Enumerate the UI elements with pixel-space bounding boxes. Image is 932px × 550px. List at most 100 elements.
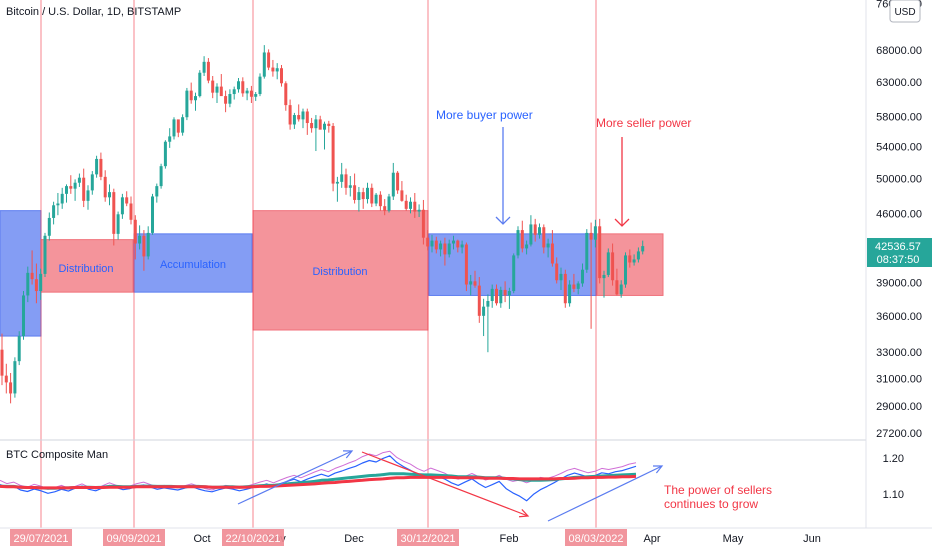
- candle-body[interactable]: [86, 190, 90, 201]
- candle-body[interactable]: [473, 281, 477, 286]
- candle-body[interactable]: [550, 243, 554, 264]
- candle-body[interactable]: [456, 240, 460, 248]
- candle-body[interactable]: [241, 81, 245, 94]
- candle-body[interactable]: [314, 119, 318, 129]
- candle-body[interactable]: [142, 235, 146, 257]
- candle-body[interactable]: [495, 288, 498, 304]
- candle-body[interactable]: [542, 227, 546, 248]
- candle-body[interactable]: [563, 273, 567, 304]
- candle-body[interactable]: [585, 232, 589, 270]
- candle-body[interactable]: [138, 235, 142, 244]
- candle-body[interactable]: [103, 176, 107, 198]
- candle-body[interactable]: [245, 90, 249, 94]
- time-axis[interactable]: OctNovDecFebAprMayJun: [193, 533, 820, 545]
- candle-body[interactable]: [516, 230, 520, 256]
- candle-body[interactable]: [426, 237, 430, 247]
- candle-body[interactable]: [464, 244, 468, 285]
- candle-body[interactable]: [26, 272, 30, 296]
- candle-body[interactable]: [228, 94, 232, 104]
- candle-body[interactable]: [69, 186, 73, 189]
- candle-body[interactable]: [486, 301, 490, 307]
- candle-body[interactable]: [310, 123, 314, 129]
- candle-body[interactable]: [219, 86, 223, 97]
- candle-body[interactable]: [258, 76, 262, 95]
- candle-body[interactable]: [146, 232, 150, 257]
- candle-body[interactable]: [482, 306, 486, 316]
- candle-body[interactable]: [340, 174, 344, 182]
- candle-body[interactable]: [413, 201, 417, 212]
- candle-body[interactable]: [559, 273, 563, 281]
- candle-body[interactable]: [490, 288, 494, 302]
- candle-body[interactable]: [13, 361, 17, 394]
- candle-body[interactable]: [606, 252, 610, 275]
- candle-body[interactable]: [99, 158, 103, 177]
- candle-body[interactable]: [249, 90, 253, 97]
- candle-body[interactable]: [387, 196, 391, 211]
- candle-body[interactable]: [353, 185, 357, 200]
- candle-body[interactable]: [636, 251, 640, 260]
- candle-body[interactable]: [469, 281, 473, 285]
- candle-body[interactable]: [443, 243, 447, 255]
- candle-body[interactable]: [477, 285, 481, 316]
- candle-body[interactable]: [151, 196, 154, 233]
- candle-body[interactable]: [323, 123, 326, 130]
- candle-body[interactable]: [172, 119, 176, 137]
- candle-body[interactable]: [409, 201, 412, 209]
- candle-body[interactable]: [568, 284, 572, 304]
- candle-body[interactable]: [366, 187, 369, 200]
- candle-body[interactable]: [305, 111, 309, 124]
- candle-body[interactable]: [344, 174, 348, 188]
- candle-body[interactable]: [572, 284, 576, 289]
- candle-body[interactable]: [60, 193, 64, 204]
- candle-body[interactable]: [297, 115, 301, 120]
- candle-body[interactable]: [271, 67, 275, 72]
- candle-body[interactable]: [576, 283, 580, 289]
- candle-body[interactable]: [224, 96, 228, 104]
- candle-body[interactable]: [52, 205, 56, 218]
- candle-body[interactable]: [280, 68, 283, 84]
- candle-body[interactable]: [232, 89, 236, 95]
- candle-body[interactable]: [129, 203, 133, 220]
- currency-badge[interactable]: [889, 0, 921, 23]
- candle-body[interactable]: [460, 244, 464, 248]
- candle-body[interactable]: [181, 117, 185, 133]
- candle-body[interactable]: [34, 279, 38, 292]
- candle-body[interactable]: [292, 115, 296, 125]
- candle-body[interactable]: [206, 61, 210, 81]
- candle-body[interactable]: [262, 52, 266, 77]
- candle-body[interactable]: [215, 86, 219, 93]
- candle-body[interactable]: [9, 382, 13, 394]
- candle-body[interactable]: [383, 206, 387, 211]
- candle-body[interactable]: [95, 158, 99, 175]
- candle-body[interactable]: [189, 90, 193, 101]
- candle-body[interactable]: [499, 289, 503, 304]
- candle-body[interactable]: [632, 259, 636, 263]
- candle-body[interactable]: [335, 181, 339, 184]
- candle-body[interactable]: [65, 186, 68, 194]
- candle-body[interactable]: [202, 61, 206, 73]
- candle-body[interactable]: [370, 187, 374, 204]
- candle-body[interactable]: [589, 232, 593, 240]
- candle-body[interactable]: [391, 172, 395, 197]
- candle-body[interactable]: [404, 200, 408, 209]
- candle-body[interactable]: [555, 263, 559, 281]
- candle-body[interactable]: [120, 197, 124, 215]
- candle-body[interactable]: [593, 226, 597, 240]
- candle-body[interactable]: [533, 224, 537, 235]
- candle-body[interactable]: [198, 72, 202, 97]
- candle-body[interactable]: [503, 289, 507, 296]
- candle-body[interactable]: [529, 224, 533, 245]
- candle-body[interactable]: [159, 166, 163, 187]
- candle-body[interactable]: [112, 192, 116, 234]
- candle-body[interactable]: [4, 375, 8, 383]
- candle-body[interactable]: [439, 243, 443, 250]
- candle-body[interactable]: [73, 182, 77, 189]
- candle-body[interactable]: [400, 190, 404, 201]
- candle-body[interactable]: [47, 217, 51, 236]
- candle-body[interactable]: [538, 227, 541, 235]
- candle-body[interactable]: [125, 197, 129, 204]
- candle-body[interactable]: [434, 240, 438, 250]
- candle-body[interactable]: [284, 83, 288, 106]
- candle-body[interactable]: [0, 349, 4, 376]
- candle-body[interactable]: [507, 291, 511, 296]
